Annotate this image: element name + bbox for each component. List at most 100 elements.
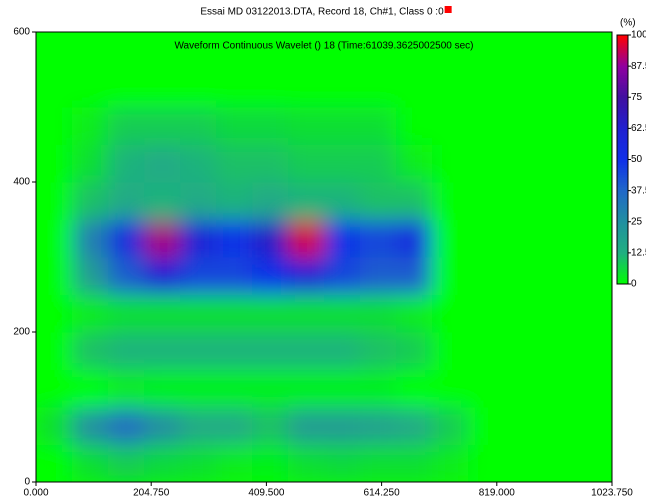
heatmap-cell (108, 182, 145, 220)
heatmap-cell (72, 182, 109, 220)
heatmap-cell (468, 145, 505, 183)
heatmap-cell (252, 445, 289, 483)
y-tick-label: 600 (13, 27, 30, 38)
heatmap-cell (360, 370, 397, 408)
heatmap-cell (252, 107, 289, 145)
heatmap-cell (36, 145, 73, 183)
heatmap-cell (72, 70, 109, 108)
heatmap-cell (468, 107, 505, 145)
heatmap-cell (576, 257, 613, 295)
heatmap-cell (72, 332, 109, 370)
heatmap-cell (504, 370, 541, 408)
heatmap-cell (324, 145, 361, 183)
heatmap-cell (180, 332, 217, 370)
heatmap-cell (396, 70, 433, 108)
heatmap-cell (180, 220, 217, 258)
heatmap-cell (324, 407, 361, 445)
heatmap-cell (504, 295, 541, 333)
heatmap-cell (324, 182, 361, 220)
heatmap (36, 32, 613, 483)
heatmap-cell (108, 32, 145, 70)
chart-subtitle: Waveform Continuous Wavelet () 18 (Time:… (174, 41, 473, 52)
heatmap-cell (360, 70, 397, 108)
heatmap-cell (108, 107, 145, 145)
heatmap-cell (468, 332, 505, 370)
heatmap-cell (540, 295, 577, 333)
heatmap-cell (576, 70, 613, 108)
heatmap-cell (144, 332, 181, 370)
page: Essai MD 03122013.DTA, Record 18, Ch#1, … (0, 0, 646, 499)
heatmap-cell (396, 332, 433, 370)
heatmap-cell (144, 182, 181, 220)
heatmap-cell (144, 257, 181, 295)
heatmap-cell (432, 332, 469, 370)
heatmap-cell (36, 32, 73, 70)
heatmap-cell (108, 445, 145, 483)
heatmap-cell (540, 332, 577, 370)
heatmap-cell (360, 445, 397, 483)
heatmap-cell (180, 257, 217, 295)
heatmap-cell (72, 407, 109, 445)
heatmap-cell (576, 445, 613, 483)
heatmap-cell (252, 220, 289, 258)
heatmap-cell (72, 32, 109, 70)
heatmap-cell (432, 107, 469, 145)
heatmap-cell (432, 145, 469, 183)
heatmap-cell (288, 107, 325, 145)
heatmap-cell (288, 182, 325, 220)
heatmap-cell (108, 295, 145, 333)
colorbar-tick-label: 87.5 (631, 61, 646, 72)
heatmap-cell (36, 295, 73, 333)
heatmap-cell (72, 370, 109, 408)
heatmap-cell (252, 295, 289, 333)
heatmap-cell (396, 145, 433, 183)
heatmap-cell (108, 70, 145, 108)
heatmap-cell (432, 370, 469, 408)
heatmap-cell (504, 70, 541, 108)
colorbar-title: (%) (620, 18, 636, 29)
heatmap-cell (432, 295, 469, 333)
colorbar-tick-label: 12.5 (631, 248, 646, 259)
colorbar-tick-label: 100 (631, 30, 646, 41)
heatmap-cell (324, 70, 361, 108)
heatmap-cell (252, 257, 289, 295)
heatmap-cell (288, 370, 325, 408)
heatmap-cell (540, 70, 577, 108)
colorbar-tick-label: 75 (631, 92, 643, 103)
heatmap-cell (72, 445, 109, 483)
heatmap-cell (504, 445, 541, 483)
heatmap-cell (360, 145, 397, 183)
heatmap-cell (360, 220, 397, 258)
heatmap-cell (540, 370, 577, 408)
heatmap-cell (540, 220, 577, 258)
chart-title: Essai MD 03122013.DTA, Record 18, Ch#1, … (200, 7, 444, 18)
heatmap-cell (468, 70, 505, 108)
title-marker (445, 6, 452, 13)
heatmap-cell (468, 32, 505, 70)
heatmap-cell (396, 407, 433, 445)
heatmap-cell (540, 407, 577, 445)
heatmap-cell (36, 107, 73, 145)
heatmap-cell (576, 370, 613, 408)
heatmap-cell (144, 107, 181, 145)
heatmap-cell (216, 107, 253, 145)
heatmap-cell (144, 145, 181, 183)
heatmap-cell (180, 445, 217, 483)
heatmap-cells (36, 32, 613, 483)
heatmap-cell (504, 220, 541, 258)
heatmap-cell (180, 107, 217, 145)
heatmap-cell (216, 332, 253, 370)
heatmap-cell (72, 145, 109, 183)
heatmap-cell (504, 257, 541, 295)
heatmap-cell (360, 107, 397, 145)
heatmap-cell (252, 182, 289, 220)
heatmap-cell (576, 107, 613, 145)
heatmap-cell (252, 407, 289, 445)
heatmap-cell (504, 145, 541, 183)
heatmap-cell (288, 145, 325, 183)
heatmap-cell (216, 295, 253, 333)
heatmap-cell (576, 220, 613, 258)
heatmap-cell (216, 182, 253, 220)
heatmap-cell (180, 295, 217, 333)
heatmap-cell (252, 70, 289, 108)
